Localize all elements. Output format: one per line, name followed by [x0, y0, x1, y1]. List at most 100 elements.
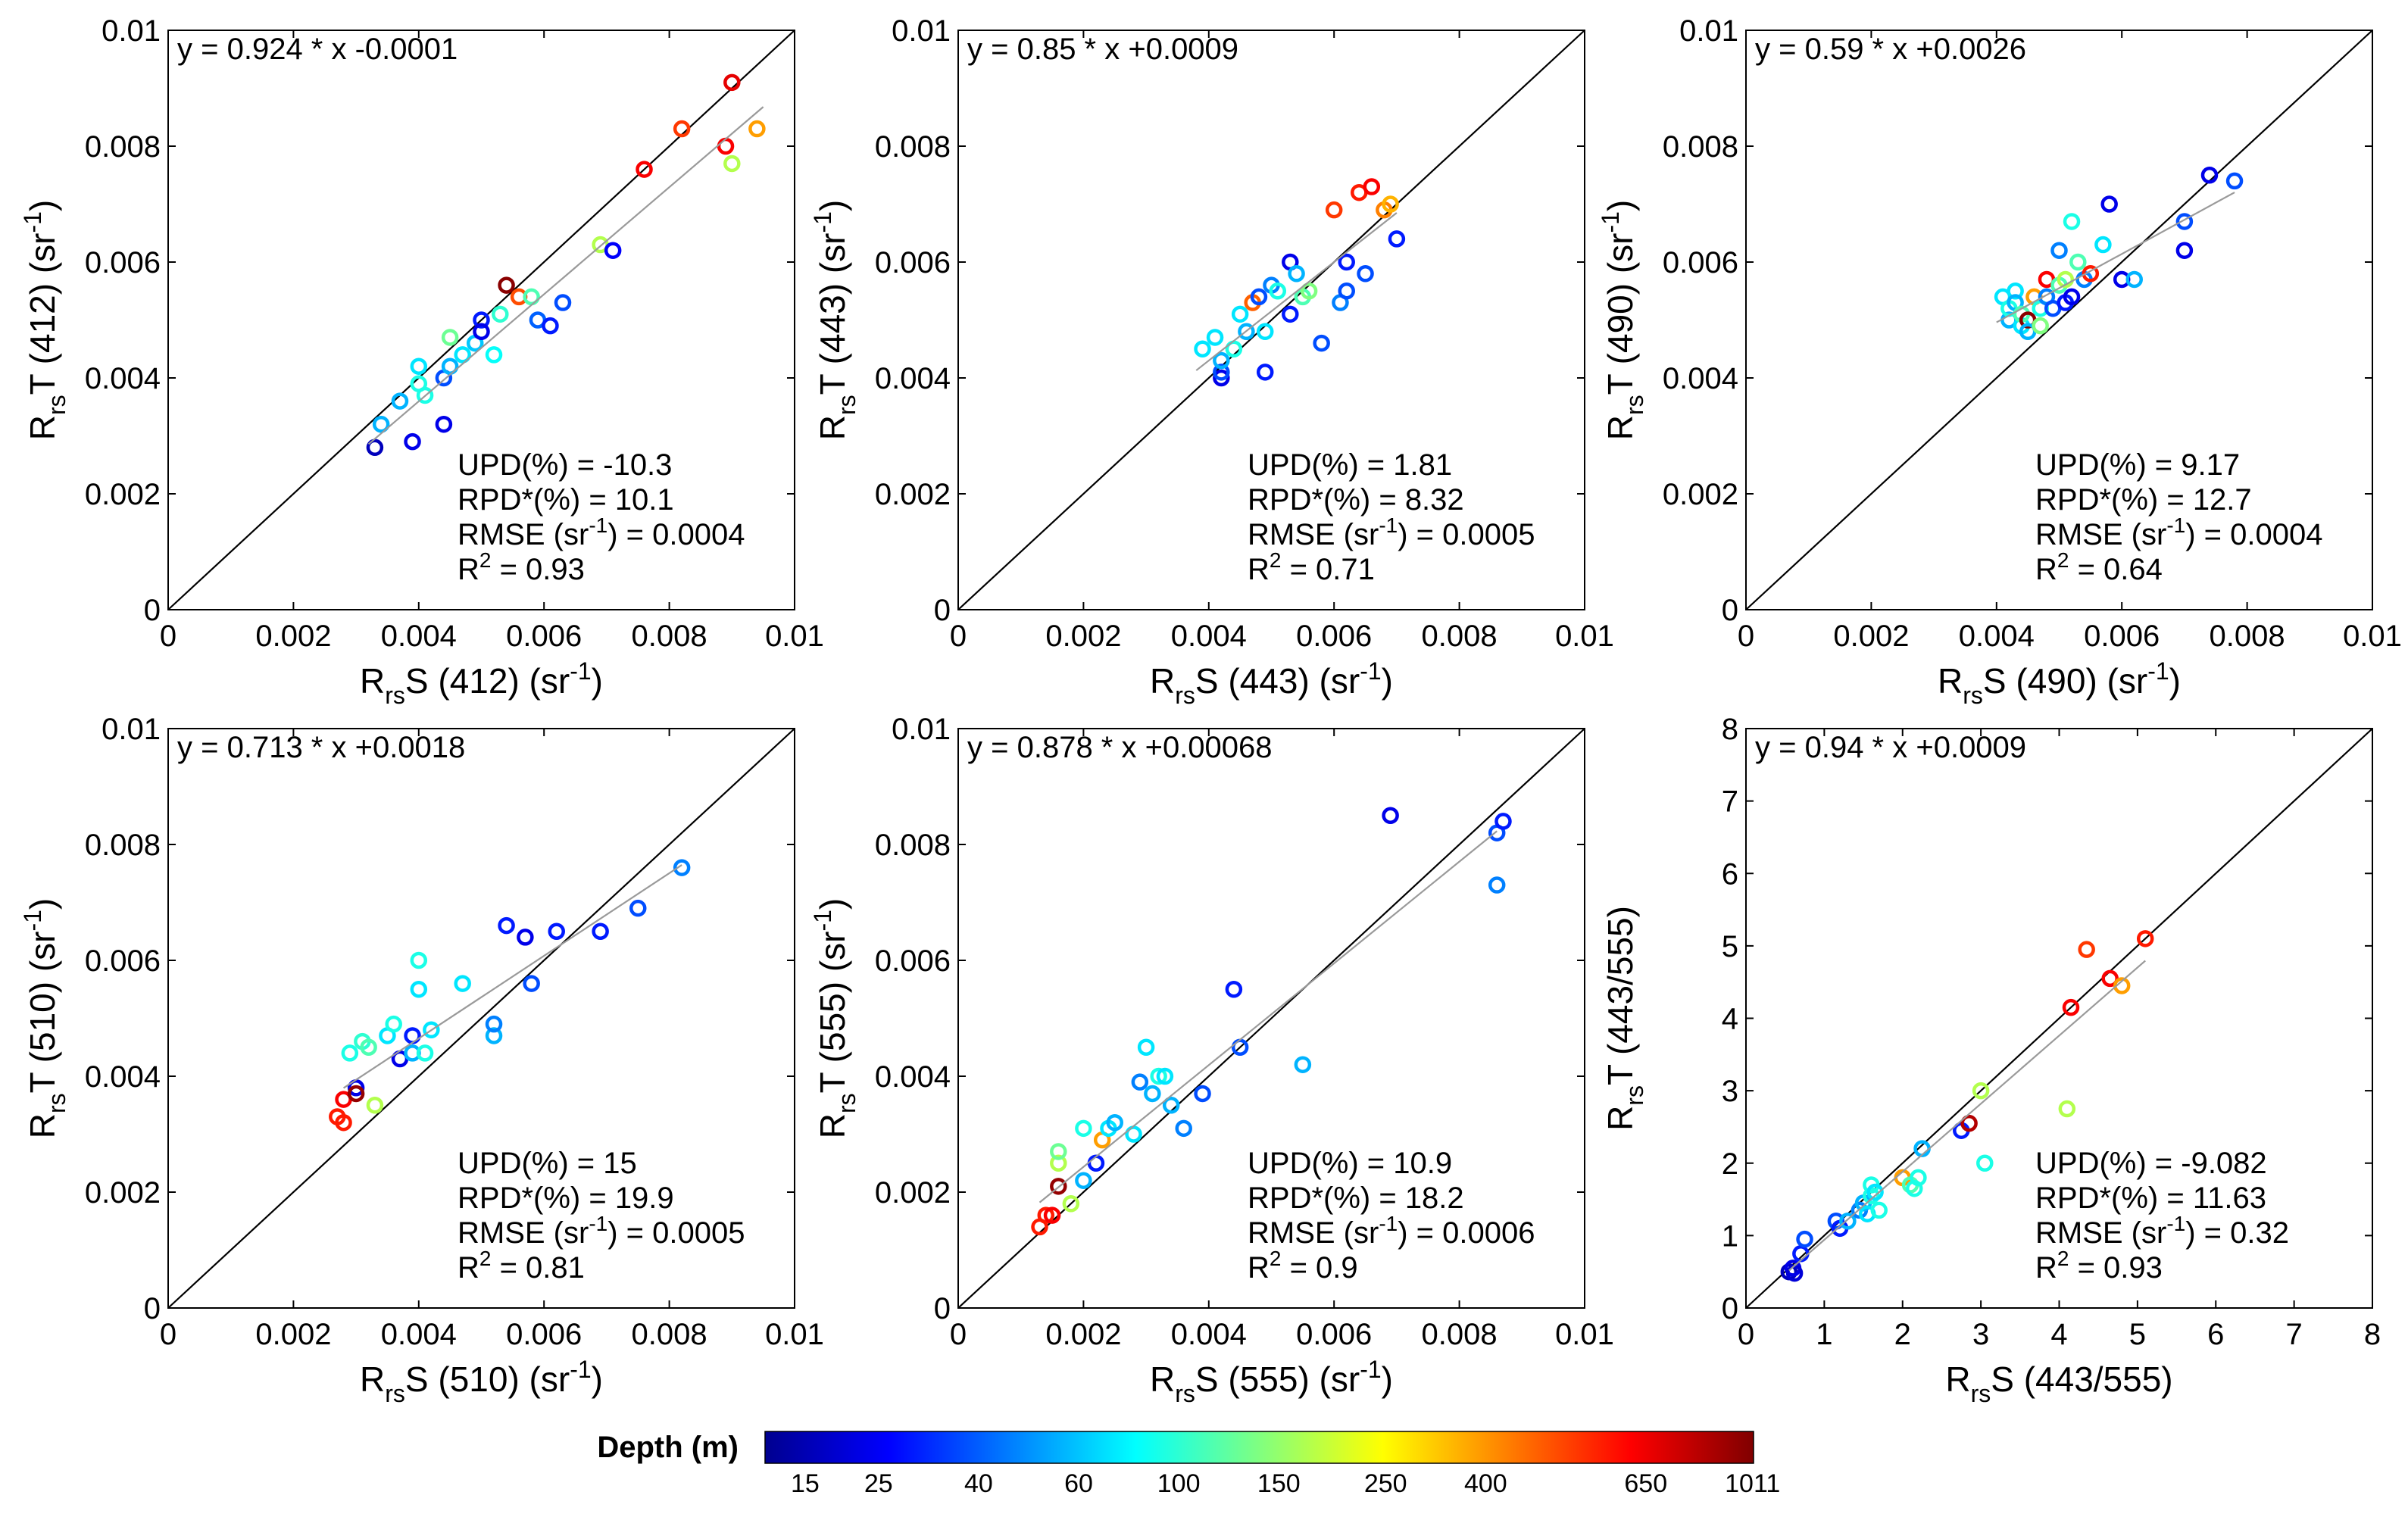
data-point: [1050, 1154, 1067, 1172]
x-tick-label: 1: [1816, 1318, 1832, 1351]
data-point: [1357, 265, 1374, 283]
data-point: [1839, 1213, 1857, 1230]
colorbar-gradient: [764, 1431, 1754, 1464]
colorbar-tick-label: 15: [791, 1469, 820, 1498]
stat-line: UPD(%) = 9.17: [2035, 448, 2240, 482]
regression-equation: y = 0.713 * x +0.0018: [177, 731, 465, 764]
data-point: [1300, 283, 1318, 300]
stat-line: UPD(%) = -9.082: [2035, 1147, 2267, 1180]
colorbar-tick-label: 400: [1464, 1469, 1507, 1498]
y-tick-label: 0.008: [85, 829, 161, 862]
y-tick-label: 8: [1722, 713, 1738, 746]
data-point: [1194, 1085, 1211, 1103]
x-tick-label: 3: [1972, 1318, 1989, 1351]
fit-line: [1038, 830, 1498, 1203]
data-point: [1866, 1183, 1884, 1201]
x-tick-label: 0.002: [255, 620, 331, 653]
y-tick-label: 0: [934, 594, 951, 627]
data-point: [2136, 930, 2154, 947]
stat-line: RMSE (sr-1) = 0.0006: [1248, 1212, 1535, 1250]
y-tick-label: 3: [1722, 1075, 1738, 1108]
data-point: [1206, 329, 1224, 346]
data-point: [1125, 1125, 1142, 1143]
data-point: [2069, 253, 2087, 271]
colorbar-tick-label: 150: [1257, 1469, 1301, 1498]
data-point: [2200, 167, 2219, 184]
data-point: [542, 317, 559, 335]
x-tick-label: 0: [160, 620, 176, 653]
data-point: [1338, 253, 1355, 271]
y-tick-label: 0.008: [85, 130, 161, 164]
data-point: [1050, 1143, 1067, 1160]
data-point: [1863, 1187, 1880, 1205]
y-tick-label: 0.002: [85, 1176, 161, 1210]
x-tick-label: 0.008: [1422, 1318, 1498, 1351]
scatter-panel-4: 0 0.002 0.004 0.006 0.008 0.01 0 0.002 0.004 0.00…: [19, 713, 824, 1407]
data-point: [1131, 1073, 1149, 1091]
one-to-one-line: [167, 728, 795, 1309]
colorbar-tick-label: 1011: [1725, 1469, 1780, 1498]
data-point: [385, 1015, 402, 1033]
x-tick-label: 5: [2129, 1318, 2146, 1351]
x-tick-label: 0.01: [765, 1318, 824, 1351]
y-tick-label: 0.01: [892, 14, 951, 48]
data-point: [485, 1015, 503, 1033]
stat-line: RMSE (sr-1) = 0.0005: [458, 1212, 745, 1250]
y-tick-label: 0.006: [85, 944, 161, 978]
y-tick-label: 0.006: [1663, 246, 1738, 279]
stat-line: UPD(%) = 10.9: [1248, 1147, 1452, 1180]
y-tick-label: 0.004: [85, 1060, 161, 1094]
data-point: [723, 73, 741, 92]
data-point: [1175, 1119, 1192, 1138]
data-point: [1288, 265, 1305, 283]
y-tick-label: 0.006: [875, 246, 951, 279]
stat-line: R2 = 0.9: [1248, 1247, 1358, 1285]
data-point: [454, 975, 471, 992]
colorbar-tick-label: 60: [1064, 1469, 1093, 1498]
y-tick-label: 0.006: [875, 944, 951, 978]
data-point: [360, 1038, 377, 1056]
stat-line: RPD*(%) = 11.63: [2035, 1182, 2266, 1215]
stat-line: RPD*(%) = 8.32: [1248, 483, 1464, 517]
data-point: [454, 346, 471, 364]
y-axis-label: RrsT (412) (sr-1): [19, 200, 70, 441]
x-tick-label: 0.004: [1171, 1318, 1247, 1351]
stat-line: RMSE (sr-1) = 0.0005: [1248, 514, 1535, 551]
data-point: [2057, 270, 2075, 289]
data-point: [554, 294, 572, 311]
data-point: [1972, 1082, 1990, 1100]
x-tick-label: 0.006: [1296, 1318, 1372, 1351]
y-axis-label: RrsT (443) (sr-1): [809, 200, 860, 441]
data-point: [2175, 213, 2194, 230]
data-point: [1037, 1207, 1055, 1224]
fit-line: [342, 864, 682, 1089]
y-tick-label: 4: [1722, 1003, 1738, 1036]
x-tick-label: 0.006: [1296, 620, 1372, 653]
x-tick-label: 0.006: [2084, 620, 2160, 653]
data-point: [1150, 1067, 1167, 1085]
x-tick-label: 0.002: [1045, 1318, 1121, 1351]
data-point: [416, 386, 434, 404]
scatter-panel-1: 0 0.002 0.004 0.006 0.008 0.01 0 0.002 0.004 0.00…: [19, 14, 824, 709]
x-axis-label: RrsS (443) (sr-1): [1150, 657, 1393, 709]
data-point: [347, 1085, 365, 1103]
data-point: [435, 415, 453, 433]
data-point: [2175, 242, 2194, 259]
data-point: [1050, 1178, 1067, 1195]
stat-line: R2 = 0.93: [458, 548, 585, 586]
data-point: [1382, 807, 1399, 824]
data-point: [723, 155, 741, 173]
data-point: [485, 1027, 503, 1044]
x-tick-label: 0.006: [506, 1318, 582, 1351]
x-axis-label: RrsS (510) (sr-1): [360, 1356, 603, 1407]
y-tick-label: 2: [1722, 1147, 1738, 1181]
data-point: [673, 120, 691, 138]
fit-line: [1996, 192, 2235, 323]
y-axis-label: RrsT (510) (sr-1): [19, 898, 70, 1139]
data-point: [2058, 1100, 2076, 1118]
fit-line: [367, 106, 764, 445]
y-tick-label: 0.004: [85, 362, 161, 395]
data-point: [1363, 178, 1381, 195]
y-tick-label: 0.008: [875, 130, 951, 164]
